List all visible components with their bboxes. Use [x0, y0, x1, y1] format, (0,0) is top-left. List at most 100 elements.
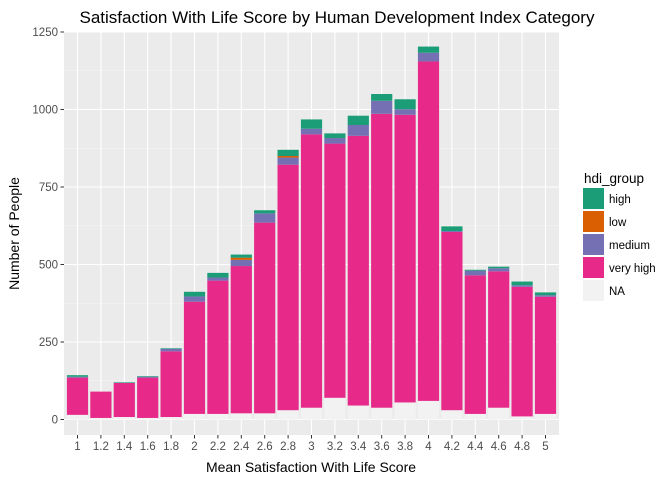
bar-segment-medium — [347, 125, 369, 136]
bar-segment-low — [230, 257, 252, 260]
x-tick-label: 4.4 — [467, 441, 484, 453]
bar-segment-high — [300, 119, 323, 129]
bar-segment-high — [347, 115, 369, 125]
bar-segment-very-high — [230, 266, 252, 414]
x-tick-label: 3.8 — [397, 441, 413, 453]
bar-segment-very-high — [160, 351, 182, 418]
bar-segment-medium — [66, 376, 89, 378]
x-axis-title: Mean Satisfaction With Life Score — [206, 459, 416, 475]
x-tick-label: 1.4 — [116, 441, 133, 453]
x-tick-label: 3 — [308, 441, 314, 453]
x-tick-label: 4.2 — [444, 441, 460, 453]
bar-segment-na — [441, 410, 463, 420]
legend-key-high — [583, 188, 604, 209]
bar-segment-na — [394, 402, 416, 420]
bar-segment-na — [347, 405, 369, 420]
bar-segment-very-high — [441, 231, 463, 411]
bar-segment-very-high — [534, 296, 557, 414]
bar-segment-medium — [300, 128, 323, 135]
x-tick-label: 3.2 — [327, 441, 343, 453]
bar-segment-na — [277, 410, 299, 420]
bar-segment-medium — [207, 277, 229, 281]
bar-segment-na — [183, 413, 206, 420]
bar-segment-very-high — [183, 301, 206, 414]
y-tick-label: 1000 — [32, 105, 58, 117]
legend-key-medium — [583, 234, 604, 255]
x-tick-label: 2.8 — [280, 441, 296, 453]
bar-segment-very-high — [90, 391, 112, 418]
x-tick-label: 1.8 — [163, 441, 179, 453]
bar-segment-very-high — [464, 275, 486, 414]
y-tick-label: 0 — [52, 415, 58, 427]
bar-segment-high — [464, 269, 486, 271]
bar-segment-na — [324, 397, 346, 420]
bar-segment-high — [254, 210, 276, 214]
bar-segment-na — [511, 416, 533, 420]
legend-label: medium — [609, 240, 650, 252]
bar-segment-medium — [160, 348, 182, 352]
bar-segment-very-high — [417, 61, 440, 401]
bar-segment-very-high — [66, 377, 89, 415]
chart-title: Satisfaction With Life Score by Human De… — [80, 8, 595, 27]
x-tick-label: 3.4 — [350, 441, 367, 453]
bar-segment-high — [160, 348, 182, 349]
bar-segment-high — [371, 94, 393, 101]
bar-segment-medium — [277, 157, 299, 165]
y-tick-label: 500 — [39, 260, 58, 272]
y-axis-ticks: 0 250 500 750 1000 1250 — [32, 27, 64, 427]
bar-segment-medium — [183, 296, 206, 302]
bar-segment-na — [137, 417, 159, 420]
bar-segment-very-high — [113, 382, 135, 418]
bar-segment-very-high — [254, 222, 276, 414]
y-tick-label: 250 — [39, 337, 58, 349]
legend-key-low — [583, 211, 604, 232]
legend-label: very high — [609, 263, 656, 275]
bar-segment-na — [254, 413, 276, 420]
bar-segment-medium — [511, 285, 533, 287]
bar-segment-na — [66, 414, 89, 420]
bar-segment-medium — [534, 295, 557, 297]
bar-segment-very-high — [207, 280, 229, 414]
bar-segment-very-high — [511, 286, 533, 417]
bar-segment-na — [300, 407, 323, 420]
bar-segment-medium — [394, 109, 416, 115]
x-tick-label: 3.6 — [374, 441, 390, 453]
legend-label: low — [609, 217, 627, 229]
legend: hdi_group high low medium very high NA — [583, 171, 656, 301]
bar-segment-high — [277, 149, 299, 156]
bar-segment-na — [230, 413, 252, 420]
legend-key-na — [583, 280, 604, 301]
x-tick-label: 1 — [74, 441, 80, 453]
legend-key-very-high — [583, 257, 604, 278]
x-tick-label: 2.2 — [210, 441, 226, 453]
bar-segment-na — [90, 417, 112, 420]
x-tick-label: 1.6 — [140, 441, 156, 453]
bar-segment-na — [207, 413, 229, 420]
bar-segment-na — [160, 417, 182, 420]
bar-segment-medium — [230, 259, 252, 267]
legend-label: high — [609, 194, 631, 206]
x-axis-ticks: 1 1.2 1.4 1.6 1.8 2 2.2 2.4 2.6 2.8 3 3.2 3.4 3.6 3.8 4… — [74, 435, 549, 453]
x-tick-label: 4.8 — [514, 441, 530, 453]
bar-segment-na — [534, 413, 557, 420]
bar-segment-medium — [371, 100, 393, 114]
bar-segment-high — [441, 226, 463, 232]
bar-segment-medium — [488, 268, 510, 272]
bar-segment-very-high — [488, 271, 510, 408]
x-tick-label: 4 — [425, 441, 432, 453]
x-tick-label: 4.6 — [491, 441, 507, 453]
bar-segment-very-high — [324, 143, 346, 398]
bar-segment-medium — [254, 213, 276, 223]
y-tick-label: 1250 — [32, 27, 58, 39]
bar-segment-medium — [417, 52, 440, 62]
legend-title: hdi_group — [584, 171, 644, 186]
bars — [66, 46, 557, 420]
bar-segment-high — [207, 272, 229, 278]
bar-segment-na — [371, 407, 393, 420]
bar-segment-medium — [464, 270, 486, 276]
bar-segment-na — [417, 400, 440, 420]
x-tick-label: 2.4 — [233, 441, 250, 453]
bar-segment-very-high — [394, 114, 416, 403]
bar-segment-na — [464, 413, 486, 420]
bar-segment-high — [137, 376, 159, 377]
